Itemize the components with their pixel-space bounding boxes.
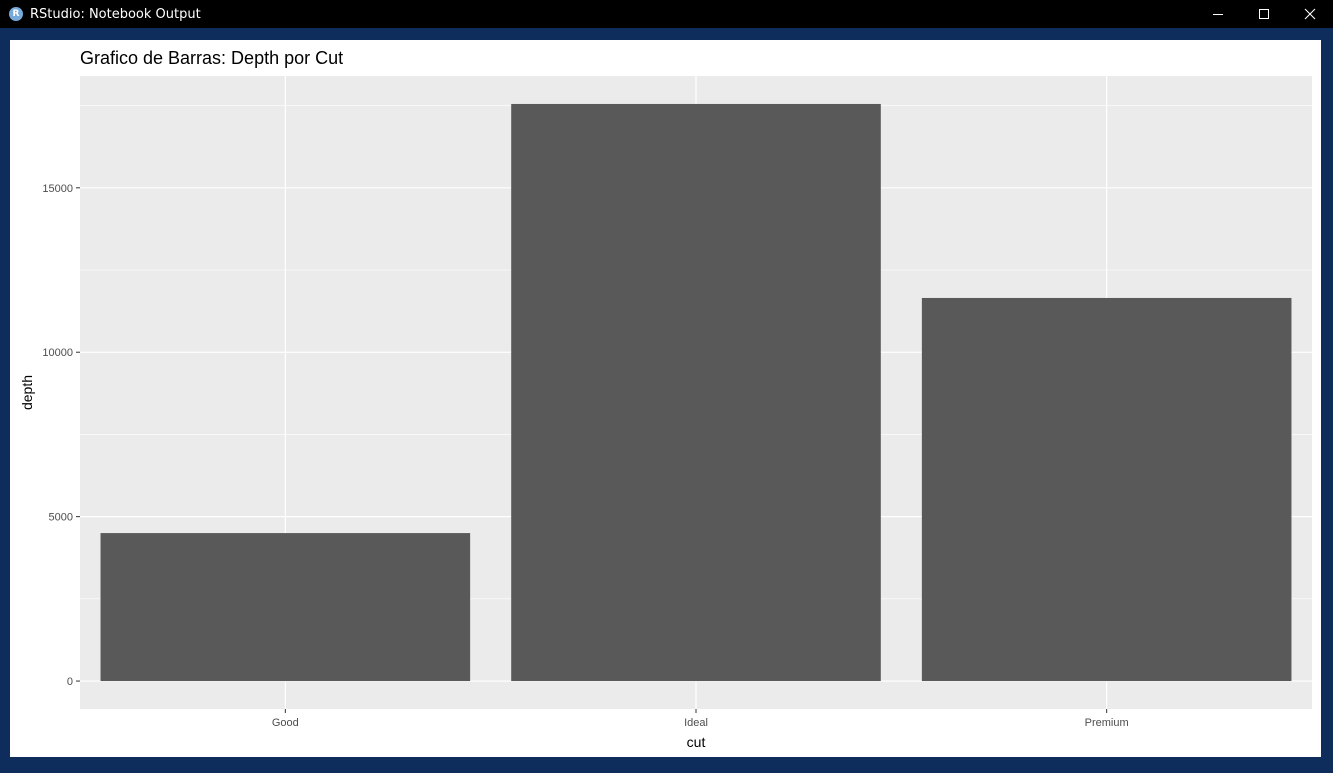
bar-good [100,533,471,682]
y-tick-label: 15000 [42,183,73,195]
y-tick-label: 10000 [42,347,73,359]
minimize-button[interactable] [1195,0,1241,28]
minimize-icon [1213,14,1223,15]
plot-output-area: 0 5000 10000 15000 Good Ideal Premium Grafico … [10,40,1321,757]
y-tick-label: 0 [67,676,73,688]
bar-chart: 0 5000 10000 15000 Good Ideal Premium Grafico … [19,48,1312,750]
x-tick-label: Ideal [684,717,708,729]
r-logo-icon: R [9,7,23,21]
axis-ticks: 0 5000 10000 15000 Good Ideal Premium [42,183,1128,729]
window-title: RStudio: Notebook Output [30,6,201,22]
window-controls [1195,0,1333,28]
maximize-button[interactable] [1241,0,1287,28]
x-tick-label: Good [272,717,299,729]
chart-title: Grafico de Barras: Depth por Cut [80,48,343,68]
close-icon [1304,8,1316,20]
y-axis-label: depth [19,375,35,410]
x-tick-label: Premium [1085,717,1129,729]
close-button[interactable] [1287,0,1333,28]
title-bar[interactable]: R RStudio: Notebook Output [0,0,1333,28]
app-icon-letter: R [12,9,20,19]
bars [100,103,1292,682]
bar-premium [921,297,1292,682]
maximize-icon [1259,9,1269,19]
bar-ideal [511,103,881,682]
x-axis-label: cut [687,734,706,750]
y-tick-label: 5000 [49,512,73,524]
